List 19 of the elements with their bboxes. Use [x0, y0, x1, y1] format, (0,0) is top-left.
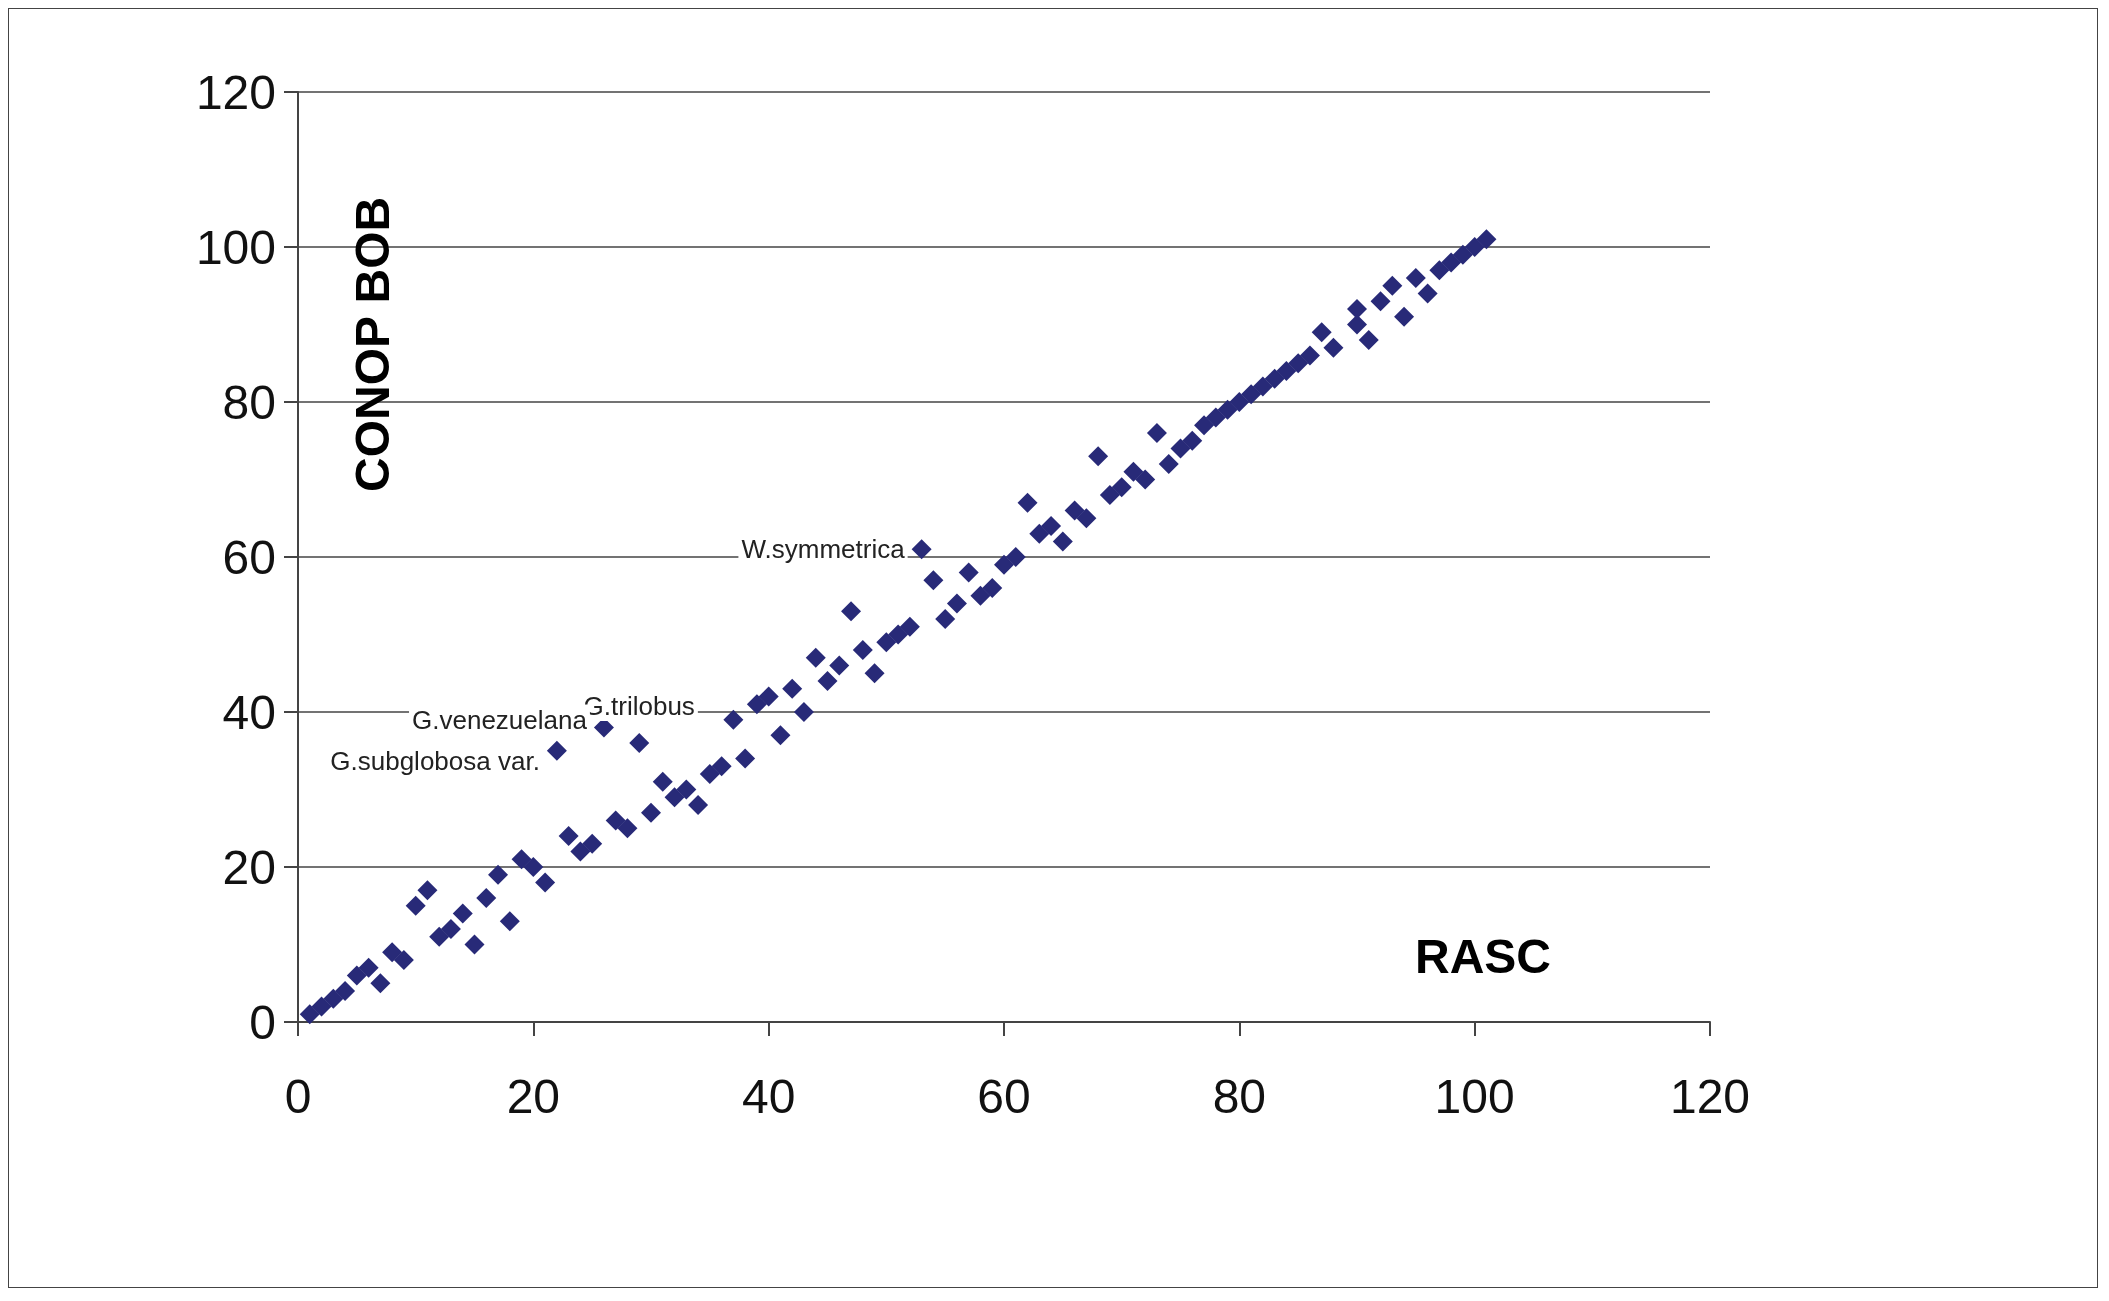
y-tick-label: 0 — [249, 995, 276, 1049]
x-axis-title: RASC — [1415, 929, 1552, 983]
x-tick-label: 20 — [506, 1069, 561, 1123]
x-tick-label: 120 — [1669, 1069, 1751, 1123]
y-tick-label: 80 — [222, 375, 276, 429]
x-tick-label: 60 — [977, 1069, 1031, 1123]
x-tick-label: 40 — [741, 1069, 796, 1123]
x-tick-label: 100 — [1434, 1069, 1515, 1123]
y-tick-label: 40 — [222, 685, 276, 739]
y-tick-label: 100 — [195, 220, 276, 274]
annotation: W.symmetrica — [741, 534, 906, 565]
y-tick-label: 120 — [195, 65, 276, 119]
y-axis-title: CONOP BOB — [345, 196, 399, 492]
y-tick-label: 60 — [222, 530, 276, 584]
x-tick-label: 80 — [1212, 1069, 1267, 1123]
annotation: G.subglobosa var. — [330, 745, 540, 776]
x-tick-label: 0 — [284, 1069, 312, 1123]
annotation: G.venezuelana — [412, 704, 588, 735]
y-tick-label: 20 — [222, 840, 276, 894]
